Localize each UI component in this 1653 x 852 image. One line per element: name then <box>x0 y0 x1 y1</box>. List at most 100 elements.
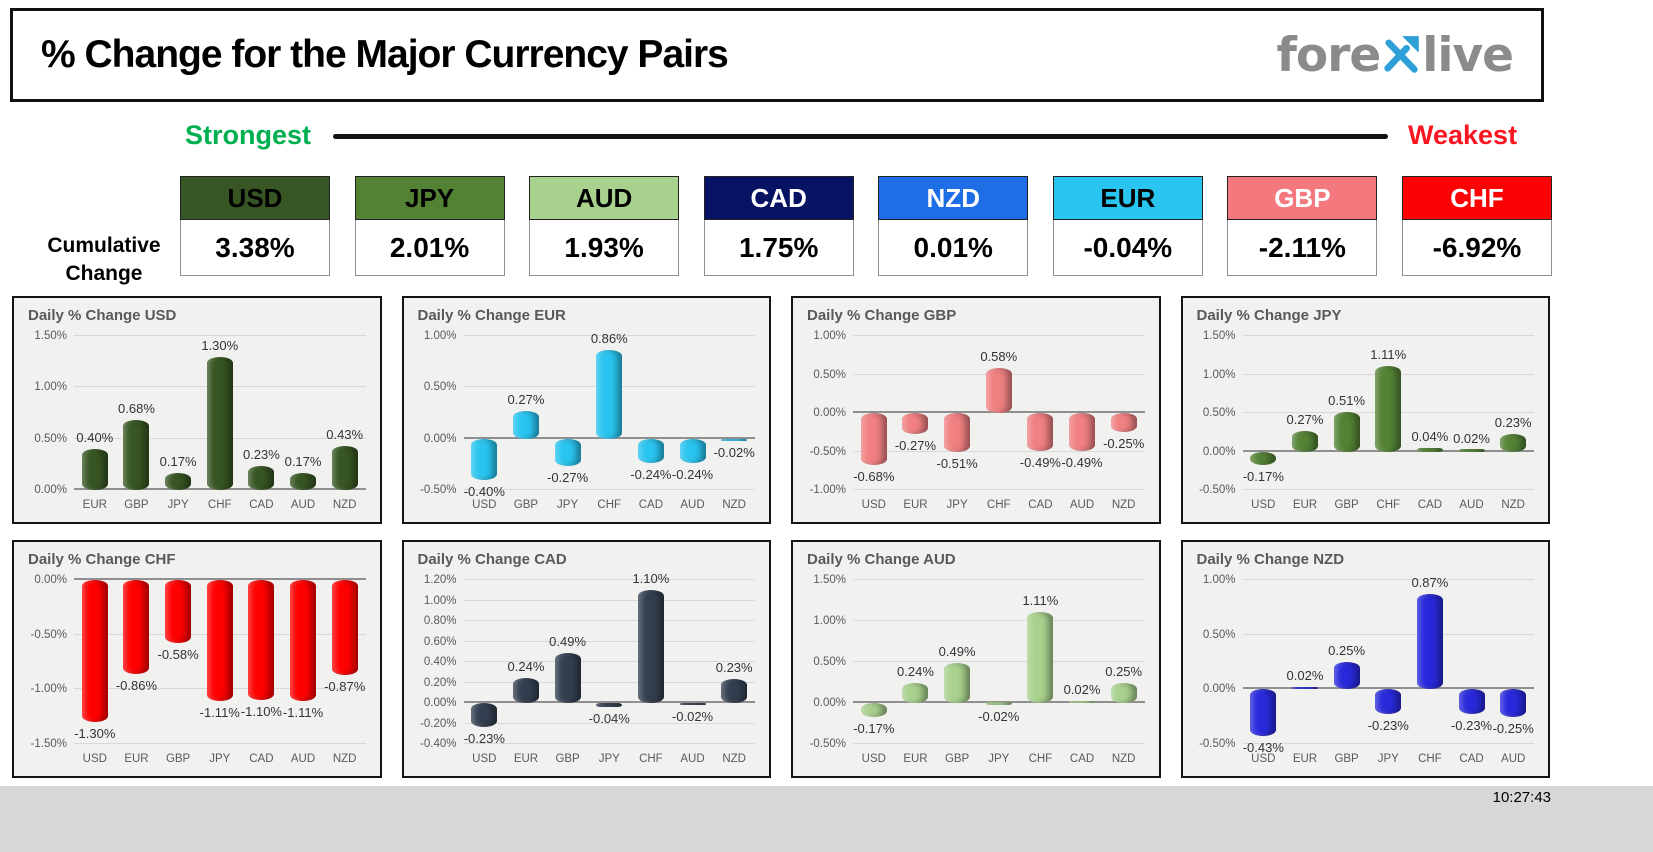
bar-usd <box>1250 451 1277 465</box>
bar-nzd <box>1110 682 1137 703</box>
y-tick-label: 0.00% <box>813 697 846 709</box>
bar-jpy <box>596 703 623 708</box>
logo-text-live: live <box>1422 27 1514 83</box>
x-category-label: USD <box>861 753 886 765</box>
gridline <box>853 661 1145 662</box>
value-label: 0.49% <box>938 643 976 659</box>
gridline <box>463 681 755 683</box>
bar-eur <box>81 448 108 490</box>
bar-jpy <box>985 702 1012 705</box>
x-category-label: NZD <box>722 499 746 511</box>
bar-cad <box>1458 689 1485 715</box>
forexlive-logo: fore live <box>1276 27 1514 83</box>
y-tick-label: 1.00% <box>423 330 457 342</box>
x-category-label: EUR <box>1292 753 1318 765</box>
bar-gbp <box>512 410 539 439</box>
cumulative-box-cad: CAD 1.75% <box>703 176 854 276</box>
bar-cad <box>1416 448 1443 452</box>
chart-title: Daily % Change EUR <box>417 307 566 324</box>
y-tick-label: -0.40% <box>420 738 457 750</box>
y-tick-label: 0.50% <box>34 432 67 445</box>
currency-code: JPY <box>354 176 505 220</box>
bar-jpy <box>206 580 233 702</box>
value-label: -0.25% <box>1103 436 1145 452</box>
x-category-label: NZD <box>722 753 746 765</box>
bar-usd <box>860 703 887 717</box>
value-label: -0.17% <box>1242 468 1284 484</box>
value-label: -1.30% <box>74 726 116 742</box>
x-category-label: USD <box>472 753 497 765</box>
y-tick-label: 0.40% <box>423 656 457 668</box>
chart-title: Daily % Change JPY <box>1196 307 1342 324</box>
bar-aud <box>290 472 317 490</box>
y-tick-label: 0.60% <box>423 635 457 648</box>
bar-usd <box>860 413 887 466</box>
x-category-label: CHF <box>1376 499 1401 511</box>
value-label: -0.43% <box>1242 740 1284 756</box>
value-label: 0.49% <box>549 633 587 649</box>
x-category-label: JPY <box>988 753 1010 765</box>
header: % Change for the Major Currency Pairs fo… <box>10 8 1544 102</box>
x-category-label: JPY <box>946 499 968 511</box>
value-label: 0.17% <box>284 453 322 469</box>
cumulative-box-usd: USD 3.38% <box>180 176 330 276</box>
y-tick-label: -0.50% <box>1199 738 1236 750</box>
value-label: -0.58% <box>157 647 199 663</box>
y-tick-label: 1.00% <box>34 381 67 394</box>
bar-cad <box>248 466 275 490</box>
value-label: 0.04% <box>1411 429 1449 445</box>
x-category-label: EUR <box>124 753 149 765</box>
x-category-label: JPY <box>557 499 579 511</box>
bar-chf <box>637 590 664 703</box>
gridline <box>463 579 755 580</box>
plot-area: -1.00% -0.50% 0.00% 0.50% 1.00% -0.68% -0.27% -… <box>810 330 1145 496</box>
y-tick-label: 1.00% <box>813 330 846 342</box>
x-category-label: CHF <box>639 753 663 765</box>
y-tick-label: -0.50% <box>809 738 846 750</box>
gridline <box>74 578 366 580</box>
x-category-label: GBP <box>944 753 970 765</box>
bar-aud <box>1069 413 1096 451</box>
x-category-label: EUR <box>903 499 928 511</box>
gridline <box>463 743 755 744</box>
bar-chf <box>596 350 623 439</box>
y-tick-label: 1.00% <box>1202 368 1236 381</box>
bar-cad <box>637 438 664 464</box>
y-tick-label: -1.00% <box>809 484 846 496</box>
cumulative-row: USD 3.38% JPY 2.01% AUD 1.93% CAD 1.75% … <box>180 176 1552 276</box>
strength-scale: Strongest Weakest <box>0 118 1653 156</box>
chart-title: Daily % Change AUD <box>807 551 956 568</box>
value-label: -0.25% <box>1492 720 1534 736</box>
value-label: -0.24% <box>671 467 714 483</box>
chart-panel-chf: Daily % Change CHF -1.50% -1.00% -0.50% 0.0… <box>12 540 382 778</box>
y-tick-label: 0.80% <box>423 615 457 627</box>
value-label: 1.30% <box>201 337 239 353</box>
x-category-label: EUR <box>903 753 928 765</box>
value-label: 0.43% <box>326 426 364 442</box>
gridline <box>1242 579 1534 580</box>
bar-cad <box>1069 700 1096 703</box>
plot-area: -0.50% 0.00% 0.50% 1.00% 1.50% -0.17% 0.27% 0.5… <box>1199 330 1534 496</box>
y-tick-label: 0.00% <box>1202 683 1236 696</box>
value-label: 0.86% <box>590 331 628 347</box>
value-label: 0.87% <box>1411 575 1449 591</box>
x-category-label: NZD <box>1111 753 1136 765</box>
chart-panel-gbp: Daily % Change GBP -1.00% -0.50% 0.00% 0.50… <box>791 296 1161 524</box>
value-label: -0.02% <box>978 708 1020 724</box>
y-tick-label: -1.50% <box>30 738 67 750</box>
y-tick-label: 1.00% <box>1202 574 1236 586</box>
value-label: -0.24% <box>630 467 672 483</box>
gridline <box>1242 633 1534 635</box>
gridline <box>853 335 1145 336</box>
currency-code: USD <box>180 176 330 220</box>
value-label: -0.23% <box>1367 718 1409 734</box>
bar-aud <box>290 580 317 702</box>
value-label: -1.11% <box>282 705 324 721</box>
value-label: 1.10% <box>632 571 670 587</box>
bar-aud <box>679 438 706 464</box>
y-tick-label: -0.20% <box>420 717 457 730</box>
y-tick-label: 1.00% <box>813 615 846 627</box>
bar-eur <box>512 678 539 703</box>
value-label: 0.25% <box>1105 663 1143 679</box>
bar-nzd <box>1500 433 1527 452</box>
